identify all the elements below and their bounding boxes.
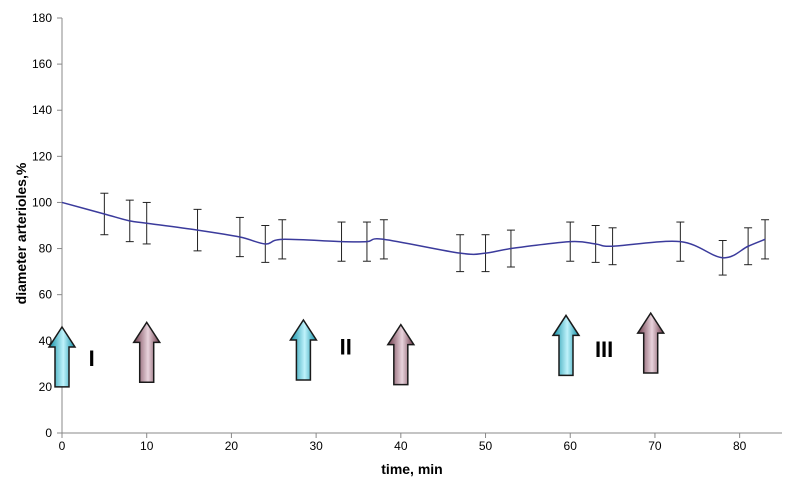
mauve-arrow [636,311,666,374]
stage-label: I [89,346,95,371]
y-tick-label: 80 [39,242,53,256]
cyan-arrow [47,325,77,388]
stage-label: III [595,337,613,362]
series-line [61,201,766,259]
y-tick-label: 60 [39,288,53,302]
y-axis-title: diameter arterioles,% [13,162,29,304]
stimulus-arrows [47,311,666,388]
x-tick-label: 20 [225,439,239,453]
y-tick-label: 20 [39,380,53,394]
error-bars [100,192,770,276]
x-tick-label: 50 [479,439,493,453]
cyan-arrow [289,318,318,381]
y-tick-label: 100 [32,195,52,209]
mauve-arrow [132,320,162,384]
y-tick-label: 120 [32,149,52,163]
y-tick-label: 0 [45,426,52,440]
x-tick-label: 10 [140,439,154,453]
x-tick-label: 60 [564,439,578,453]
stage-label: II [340,335,352,360]
y-tick-label: 180 [32,11,52,25]
cyan-arrow [551,314,581,377]
series-group [61,201,766,259]
x-tick-label: 0 [59,439,66,453]
y-tick-label: 140 [32,103,52,117]
x-tick-label: 40 [394,439,408,453]
x-tick-label: 80 [733,439,747,453]
y-tick-label: 40 [39,334,53,348]
x-axis-title: time, min [381,461,442,477]
axes: 0 20 40 60 80 100 120 140 160 180 0 10 20 30 40 50 60 70 8… [32,11,782,453]
x-tick-label: 70 [648,439,662,453]
stage-labels: I II III [89,335,614,372]
y-tick-label: 160 [32,57,52,71]
mauve-arrow [386,323,416,386]
x-tick-label: 30 [309,439,323,453]
